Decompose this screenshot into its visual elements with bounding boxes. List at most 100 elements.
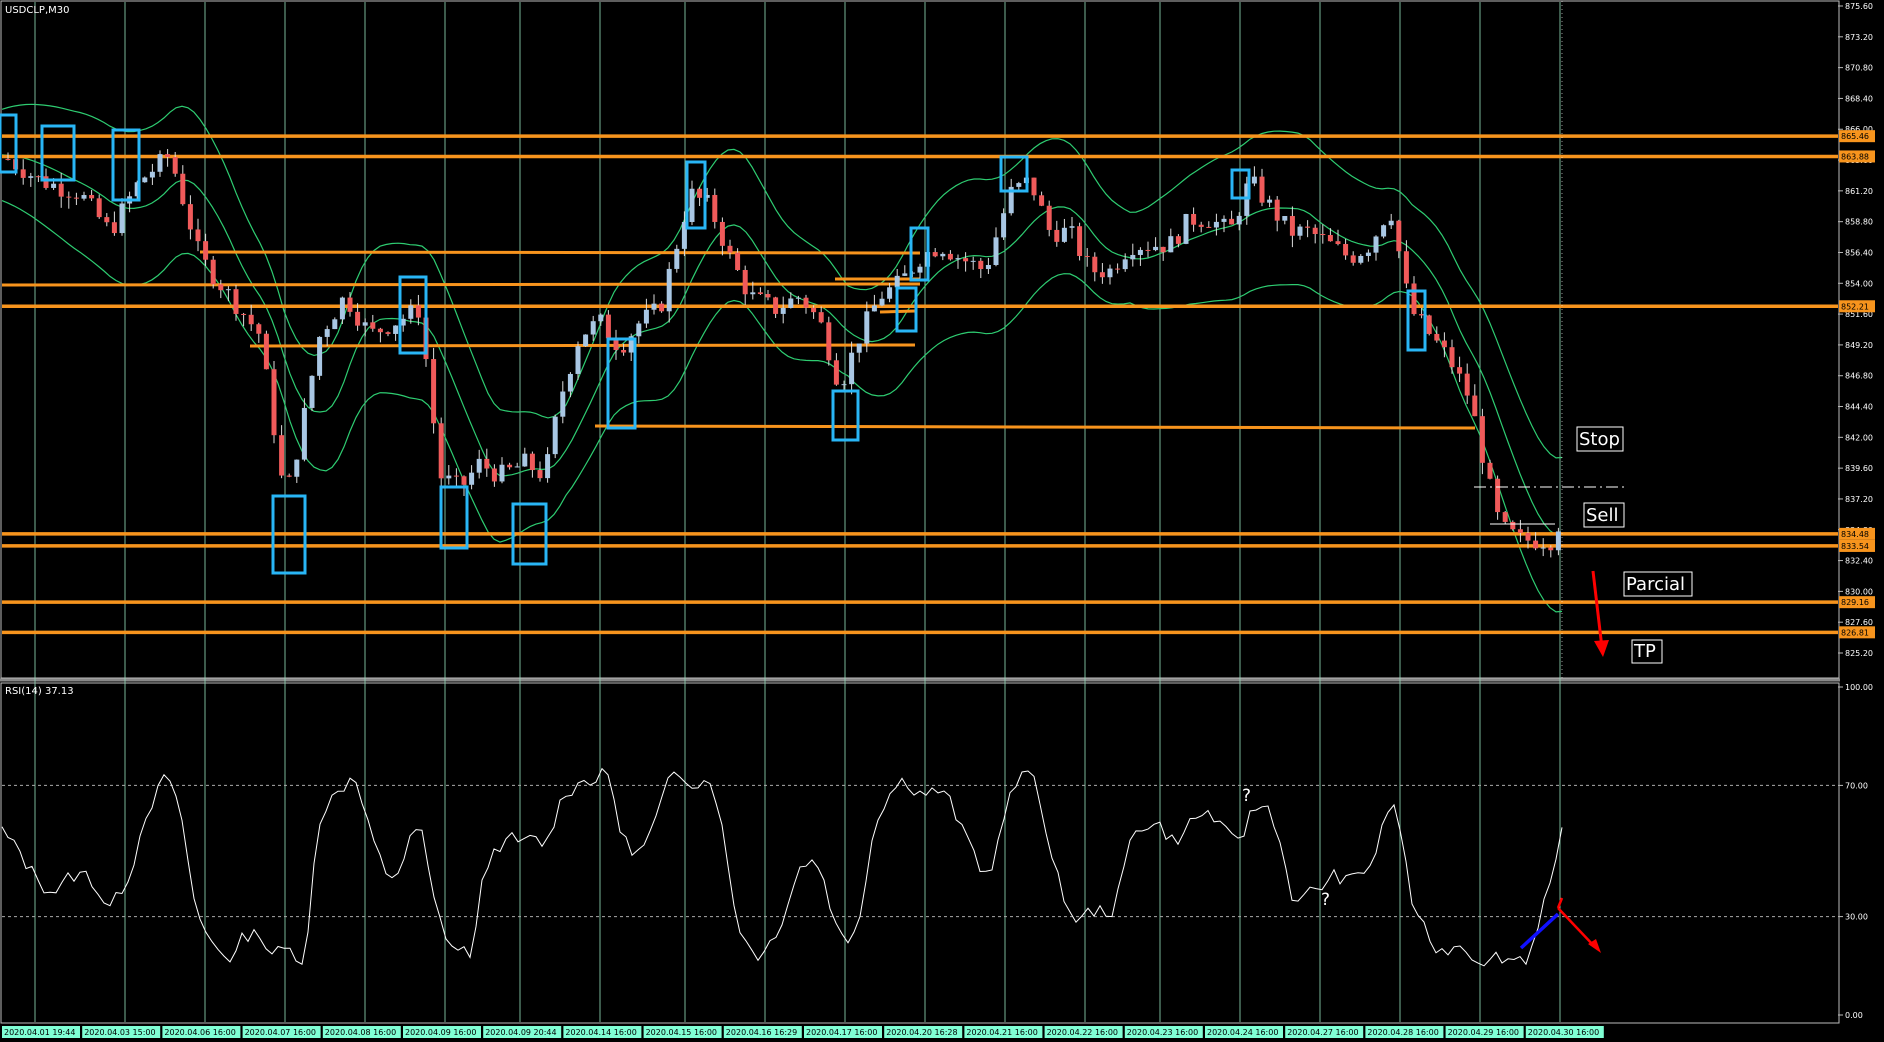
candle-bull bbox=[1016, 183, 1022, 187]
candle-bear bbox=[1320, 234, 1326, 236]
candle-bear bbox=[385, 332, 391, 334]
price-badge bbox=[1839, 150, 1875, 163]
candle-bull bbox=[552, 416, 558, 455]
candle-bull bbox=[294, 459, 300, 477]
time-label-bg bbox=[403, 1026, 481, 1038]
candle-bear bbox=[963, 258, 969, 262]
candle-bear bbox=[1054, 229, 1060, 242]
time-label-bg bbox=[643, 1026, 722, 1038]
candle-bear bbox=[241, 313, 247, 315]
candle-bear bbox=[947, 253, 953, 260]
price-badge-label: 834.48 bbox=[1841, 530, 1869, 539]
candle-bear bbox=[1495, 478, 1501, 513]
candle-bull bbox=[689, 188, 695, 222]
candle-bear bbox=[932, 252, 938, 257]
time-label: 2020.04.03 15:00 bbox=[84, 1028, 155, 1037]
candle-bear bbox=[43, 176, 49, 188]
candle-bull bbox=[985, 264, 991, 270]
rsi-tick-label: 70.00 bbox=[1845, 781, 1868, 790]
stop-label-box[interactable]: Stop bbox=[1576, 426, 1624, 452]
candle-bear bbox=[529, 453, 535, 471]
rsi-tick-label: 0.00 bbox=[1845, 1011, 1863, 1020]
candle-bull bbox=[993, 237, 999, 265]
time-label: 2020.04.17 16:00 bbox=[806, 1028, 877, 1037]
candle-bull bbox=[51, 183, 57, 188]
candle-bull bbox=[1244, 183, 1250, 216]
time-label-bg bbox=[804, 1026, 882, 1038]
price-badge bbox=[1839, 539, 1875, 552]
candle-bear bbox=[1335, 241, 1341, 245]
sell-label: Sell bbox=[1586, 505, 1619, 526]
candle-bear bbox=[613, 338, 619, 350]
time-label-bg bbox=[483, 1026, 562, 1038]
candle-bear bbox=[1403, 251, 1409, 284]
time-label-bg bbox=[82, 1026, 161, 1038]
candle-bear bbox=[203, 241, 209, 260]
price-tick-label: 870.80 bbox=[1845, 64, 1873, 73]
candle-bull bbox=[142, 177, 148, 183]
price-badge-label: 829.16 bbox=[1841, 598, 1869, 607]
candle-bull bbox=[1555, 531, 1561, 551]
highlight-box bbox=[398, 275, 428, 355]
time-label-bg bbox=[1285, 1026, 1364, 1038]
candle-bear bbox=[35, 176, 41, 178]
price-tick-label: 868.40 bbox=[1845, 94, 1873, 103]
candle-bull bbox=[887, 287, 893, 299]
parcial-label-box[interactable]: Parcial bbox=[1623, 571, 1693, 597]
candle-bull bbox=[1297, 226, 1303, 236]
price-badge-label: 826.81 bbox=[1841, 628, 1869, 637]
candle-bear bbox=[1517, 529, 1523, 533]
rsi-red-arrow-tail bbox=[1556, 897, 1564, 909]
candle-bull bbox=[1358, 255, 1364, 263]
horizontal-levels[interactable] bbox=[1, 134, 1838, 635]
candle-bull bbox=[879, 298, 885, 306]
candle-bull bbox=[1183, 213, 1189, 244]
price-tick-label: 825.20 bbox=[1845, 649, 1873, 658]
candle-bull bbox=[1251, 176, 1257, 184]
highlight-box bbox=[439, 485, 469, 550]
rsi-line bbox=[1, 767, 1563, 967]
candle-bear bbox=[1343, 244, 1349, 256]
price-tick-label: 842.00 bbox=[1845, 433, 1873, 442]
price-tick-label: 875.60 bbox=[1845, 2, 1873, 11]
highlight-box bbox=[271, 494, 307, 575]
rsi-indicator bbox=[1, 767, 1563, 967]
highlight-box bbox=[999, 155, 1029, 193]
trade-plan-objects[interactable] bbox=[1474, 1, 1625, 953]
rsi-label: RSI(14) 37.13 bbox=[5, 686, 74, 697]
candle-bear bbox=[1312, 227, 1318, 235]
candle-bull bbox=[134, 182, 140, 197]
candle-bear bbox=[165, 154, 171, 158]
target-arrow-head bbox=[1594, 640, 1609, 657]
candle-bear bbox=[1502, 512, 1508, 522]
candle-bear bbox=[1099, 272, 1105, 278]
rsi-red-arrow-head bbox=[1588, 939, 1601, 953]
tp-label-box[interactable]: TP bbox=[1631, 639, 1663, 664]
candle-bear bbox=[833, 360, 839, 385]
candle-bull bbox=[1130, 254, 1136, 260]
price-tick-label: 827.60 bbox=[1845, 618, 1873, 627]
candle-bull bbox=[469, 472, 475, 485]
price-badge-label: 863.88 bbox=[1841, 152, 1869, 161]
rsi-red-arrow bbox=[1557, 907, 1596, 948]
candle-bull bbox=[324, 329, 330, 337]
candle-bull bbox=[894, 275, 900, 288]
candle-bear bbox=[453, 475, 459, 477]
sell-label-box[interactable]: Sell bbox=[1583, 502, 1625, 528]
candle-bear bbox=[765, 293, 771, 298]
candle-bull bbox=[575, 346, 581, 374]
candle-bear bbox=[727, 245, 733, 253]
candle-bear bbox=[621, 349, 627, 353]
candle-bull bbox=[332, 319, 338, 330]
candle-bear bbox=[431, 359, 437, 424]
candle-bull bbox=[1001, 213, 1007, 238]
time-label: 2020.04.20 16:28 bbox=[886, 1028, 957, 1037]
candle-bull bbox=[1221, 218, 1227, 222]
candle-bear bbox=[263, 333, 269, 370]
candle-bear bbox=[1533, 540, 1539, 549]
candle-bear bbox=[1510, 521, 1516, 530]
candle-bull bbox=[225, 289, 231, 291]
time-label-bg bbox=[242, 1026, 321, 1038]
